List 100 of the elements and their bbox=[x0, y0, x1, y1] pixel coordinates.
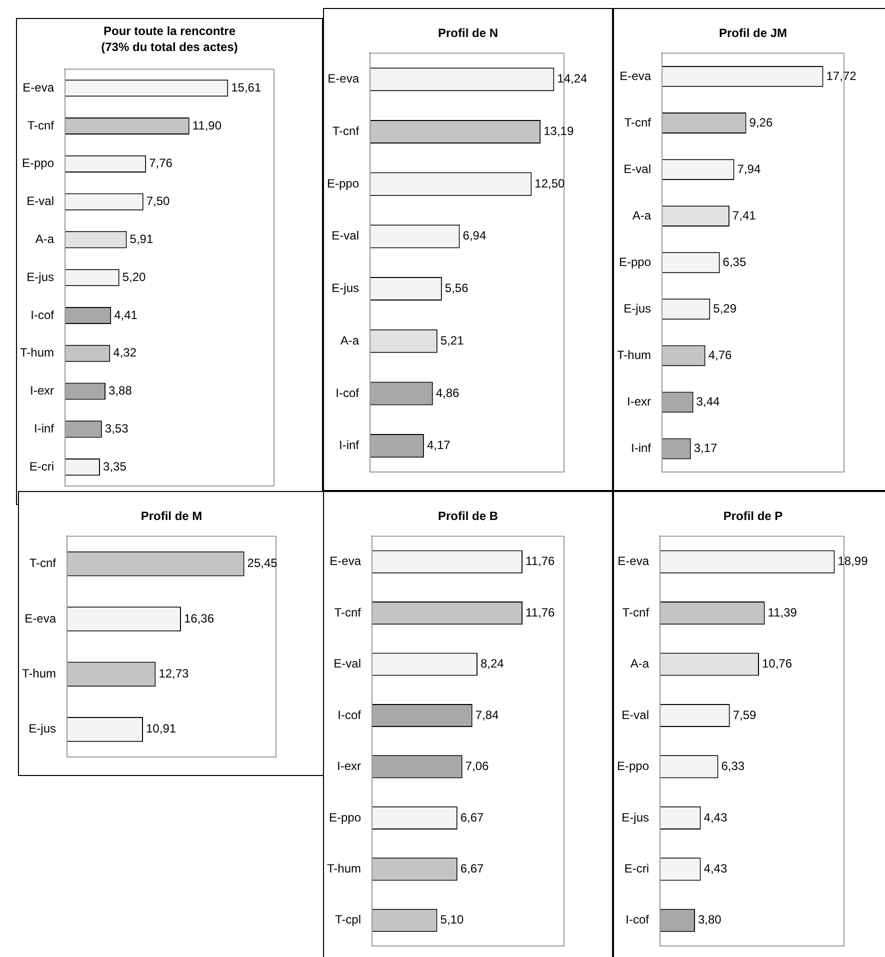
y-tick-label: T-cnf bbox=[622, 605, 650, 620]
data-label: 10,76 bbox=[762, 656, 792, 671]
data-label: 7,94 bbox=[737, 162, 761, 176]
y-tick-label: E-cri bbox=[624, 861, 650, 876]
chart-title: Pour toute la rencontre bbox=[102, 23, 237, 39]
y-tick-label: A-a bbox=[340, 333, 360, 348]
y-tick-label: E-cri bbox=[29, 459, 54, 474]
y-tick-label: T-hum bbox=[616, 348, 652, 362]
y-tick-label: T-cnf bbox=[624, 115, 652, 130]
y-tick-label: E-eva bbox=[328, 72, 360, 86]
data-label: 7,06 bbox=[465, 759, 490, 774]
data-label: 3,80 bbox=[698, 912, 722, 927]
data-label: 8,24 bbox=[480, 656, 504, 671]
y-tick-label: E-jus bbox=[624, 301, 652, 316]
y-tick-label: T-cnf bbox=[332, 124, 360, 138]
data-label: 11,90 bbox=[192, 118, 222, 132]
y-tick-label: I-inf bbox=[34, 421, 55, 436]
chart-title: Profil de M bbox=[140, 508, 204, 524]
y-tick-label: I-inf bbox=[339, 438, 360, 452]
data-label: 11,39 bbox=[768, 605, 798, 620]
data-label: 5,91 bbox=[130, 232, 154, 246]
y-tick-label: E-ppo bbox=[328, 810, 362, 824]
chart-title: Profil de JM bbox=[718, 25, 788, 41]
data-label: 13,19 bbox=[544, 124, 574, 138]
y-tick-label: E-ppo bbox=[22, 156, 54, 170]
data-label: 11,76 bbox=[526, 605, 555, 620]
y-tick-label: E-val bbox=[334, 656, 362, 671]
y-tick-label: E-jus bbox=[26, 270, 54, 284]
y-tick-label: E-ppo bbox=[618, 254, 652, 269]
data-label: 6,94 bbox=[462, 228, 486, 243]
data-label: 4,17 bbox=[426, 438, 451, 452]
y-tick-label: E-eva bbox=[618, 554, 650, 568]
y-tick-label: E-jus bbox=[332, 281, 360, 296]
data-label: 7,84 bbox=[475, 708, 500, 722]
data-label: 25,45 bbox=[247, 556, 278, 570]
data-label: 4,43 bbox=[704, 810, 728, 824]
data-label: 4,32 bbox=[113, 346, 137, 360]
y-tick-label: E-eva bbox=[330, 554, 362, 568]
data-label: 18,99 bbox=[838, 554, 868, 568]
y-tick-label: E-eva bbox=[22, 80, 54, 94]
y-tick-label: A-a bbox=[35, 232, 54, 246]
y-tick-label: T-hum bbox=[22, 666, 56, 681]
y-tick-label: I-cof bbox=[338, 708, 362, 722]
data-label: 5,20 bbox=[122, 270, 146, 284]
data-label: 5,21 bbox=[440, 333, 464, 348]
y-tick-label: E-ppo bbox=[326, 176, 360, 190]
y-tick-label: E-eva bbox=[620, 68, 652, 83]
data-label: 11,76 bbox=[526, 554, 555, 568]
y-tick-label: E-jus bbox=[622, 810, 650, 824]
data-label: 5,29 bbox=[713, 301, 737, 316]
y-tick-label: E-val bbox=[622, 708, 650, 722]
data-label: 3,53 bbox=[104, 421, 129, 436]
data-label: 3,35 bbox=[103, 459, 127, 474]
data-label: 9,26 bbox=[749, 115, 773, 130]
data-label: 7,59 bbox=[732, 708, 757, 722]
data-label: 17,72 bbox=[826, 68, 857, 83]
y-tick-label: I-cof bbox=[336, 386, 360, 400]
y-tick-label: T-hum bbox=[326, 861, 362, 876]
data-label: 3,88 bbox=[108, 384, 132, 398]
data-label: 6,33 bbox=[721, 759, 745, 774]
data-label: 4,43 bbox=[704, 861, 728, 876]
data-label: 7,41 bbox=[732, 208, 756, 222]
y-tick-label: A-a bbox=[632, 208, 652, 222]
y-tick-label: T-cnf bbox=[334, 605, 362, 620]
data-label: 12,73 bbox=[158, 666, 190, 681]
y-tick-label: E-jus bbox=[28, 722, 56, 736]
data-label: 12,50 bbox=[534, 176, 566, 190]
data-label: 4,86 bbox=[436, 386, 460, 400]
data-label: 14,24 bbox=[557, 72, 588, 86]
y-tick-label: E-val bbox=[332, 228, 360, 243]
y-tick-label: I-inf bbox=[630, 441, 652, 456]
y-tick-label: I-cof bbox=[626, 912, 650, 927]
chart-title: Profil de P bbox=[722, 508, 784, 524]
y-tick-label: E-val bbox=[624, 162, 652, 176]
y-tick-label: E-val bbox=[26, 194, 54, 208]
data-label: 7,50 bbox=[146, 194, 170, 208]
data-label: 3,44 bbox=[696, 394, 720, 409]
y-tick-label: T-cpl bbox=[334, 912, 362, 927]
y-tick-label: T-cnf bbox=[27, 118, 55, 132]
y-tick-label: I-exr bbox=[30, 384, 54, 398]
y-tick-label: I-exr bbox=[337, 759, 362, 774]
y-tick-label: A-a bbox=[630, 656, 650, 671]
y-tick-label: I-exr bbox=[627, 394, 652, 409]
data-label: 6,67 bbox=[460, 810, 484, 824]
y-tick-label: E-eva bbox=[24, 611, 56, 626]
y-tick-label: E-ppo bbox=[616, 759, 650, 774]
data-label: 7,76 bbox=[149, 156, 173, 170]
data-label: 15,61 bbox=[231, 80, 262, 94]
chart-title: Profil de N bbox=[436, 25, 499, 41]
y-tick-label: I-cof bbox=[30, 308, 55, 322]
chart-title: Profil de B bbox=[436, 508, 499, 524]
data-label: 5,56 bbox=[444, 281, 469, 296]
y-tick-label: T-cnf bbox=[29, 556, 57, 570]
data-label: 10,91 bbox=[146, 722, 176, 736]
chart-subtitle: (73% du total des actes) bbox=[100, 39, 239, 55]
data-label: 3,17 bbox=[694, 441, 718, 456]
data-label: 6,35 bbox=[722, 254, 746, 269]
data-label: 6,67 bbox=[460, 861, 484, 876]
data-label: 5,10 bbox=[440, 912, 464, 927]
y-tick-label: T-hum bbox=[20, 346, 54, 360]
